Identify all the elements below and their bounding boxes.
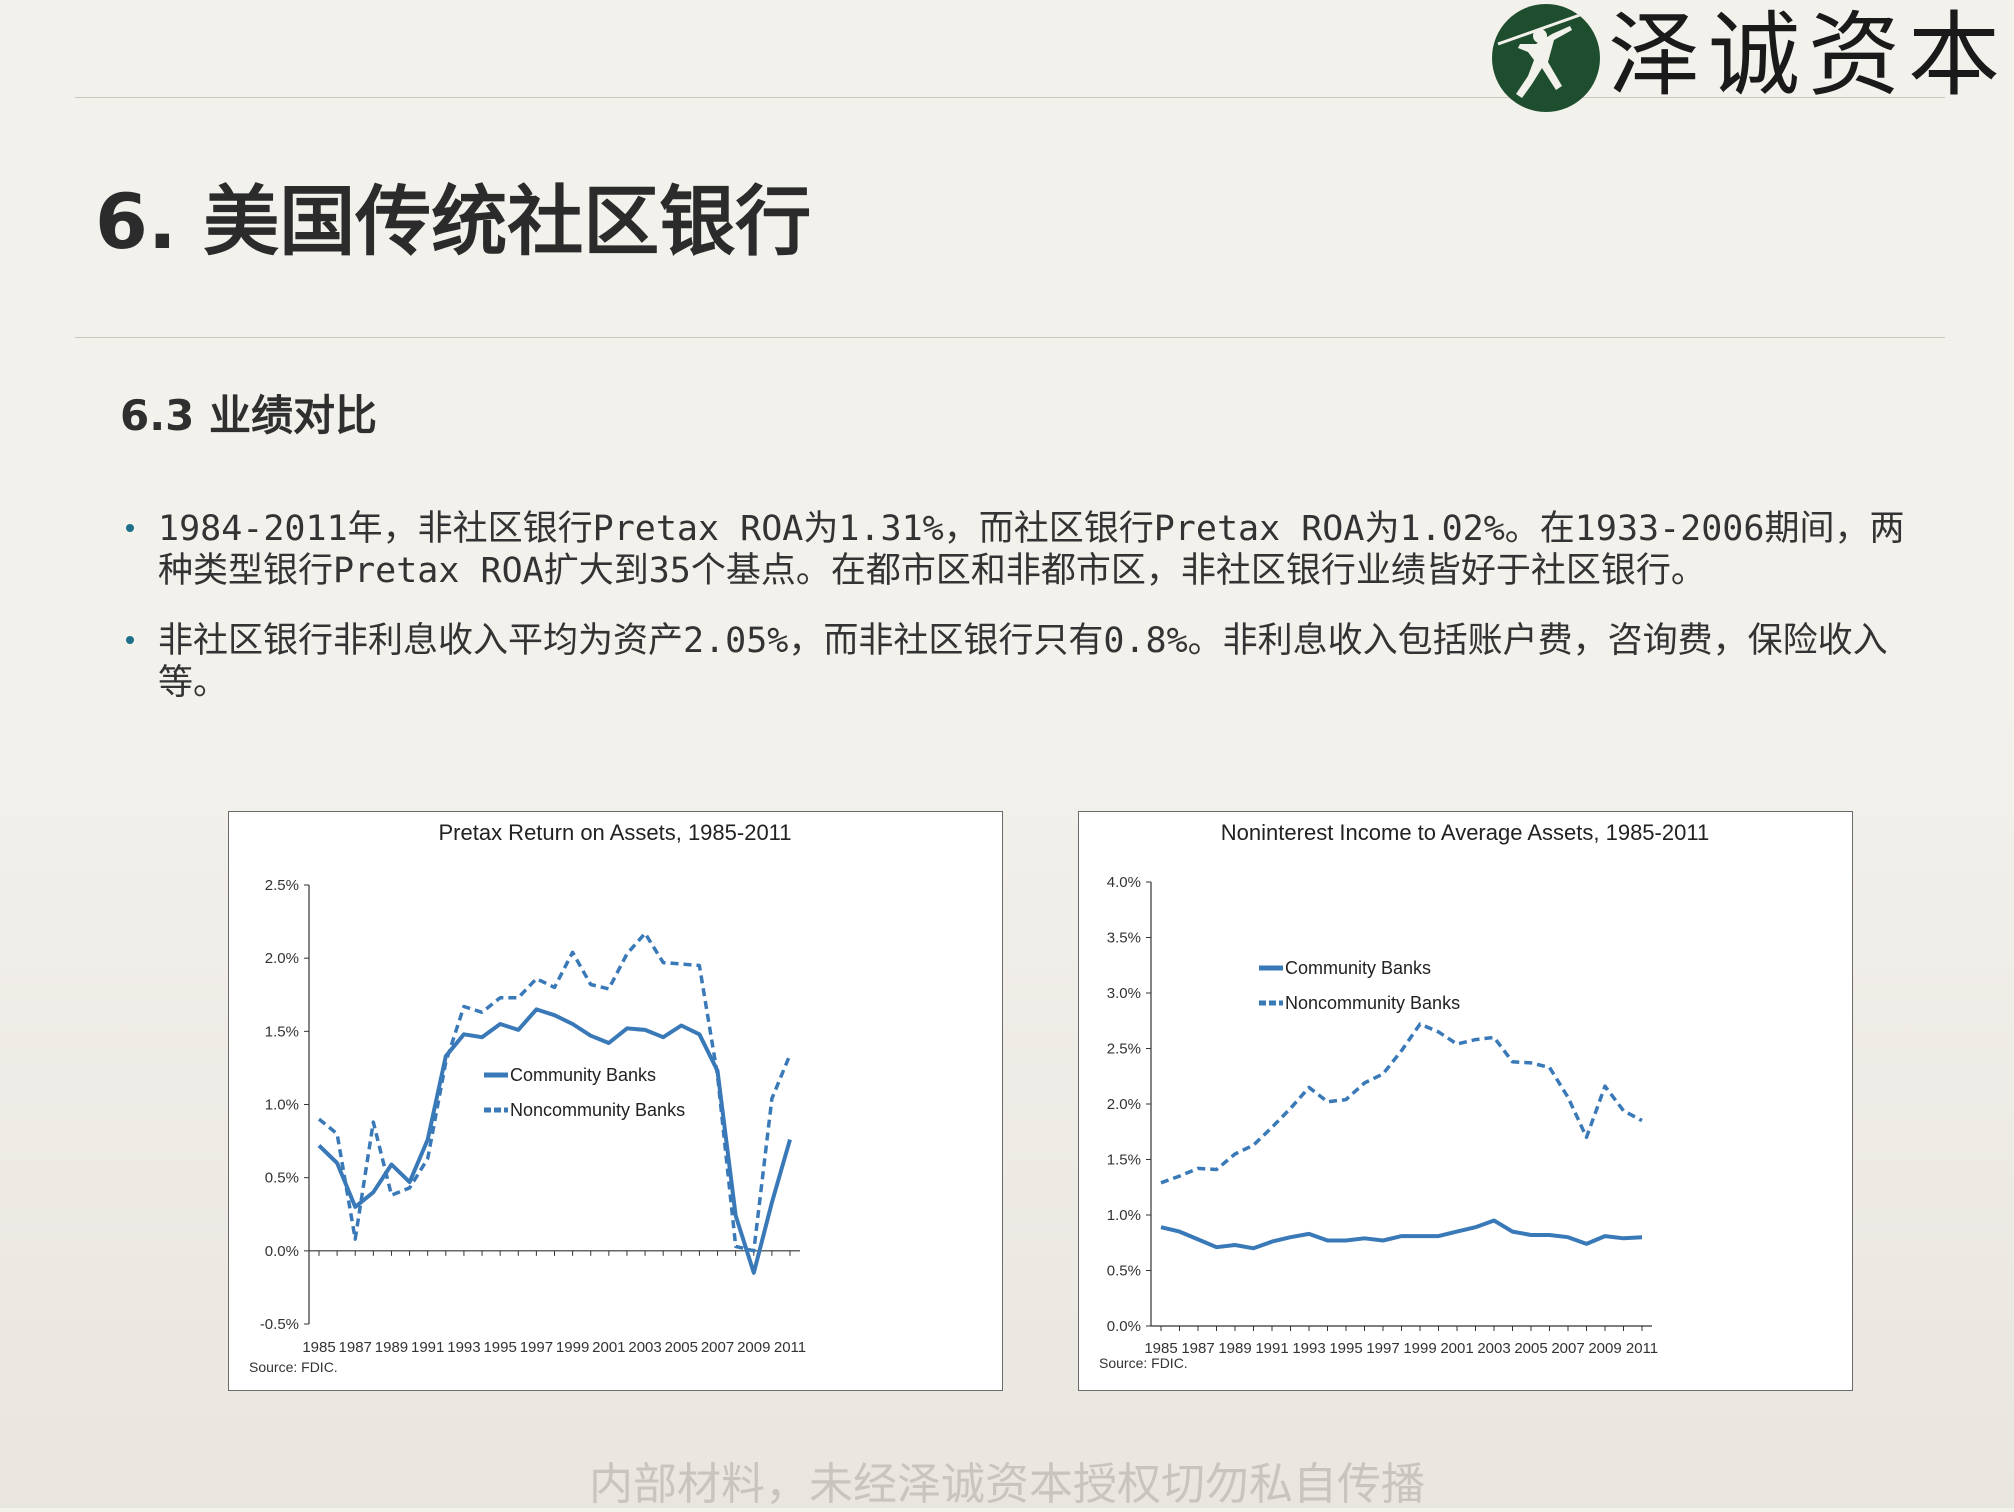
y-tick-label: 0.0% (1107, 1318, 1141, 1335)
x-tick-label: 1995 (1329, 1340, 1362, 1357)
page-title: 6. 美国传统社区银行 (95, 177, 812, 266)
y-tick-label: 3.0% (1107, 985, 1141, 1002)
x-tick-label: 2007 (1551, 1340, 1584, 1357)
x-tick-label: 1993 (447, 1339, 480, 1356)
x-tick-label: 1999 (556, 1339, 589, 1356)
x-tick-label: 2011 (774, 1339, 806, 1356)
chart-source: Source: FDIC. (1099, 1355, 1188, 1371)
legend-label: Community Banks (510, 1065, 656, 1085)
x-tick-label: 1991 (1255, 1340, 1288, 1357)
y-tick-label: 1.5% (1107, 1152, 1141, 1169)
y-tick-label: 1.0% (265, 1097, 299, 1114)
bullet-text: 非社区银行非利息收入平均为资产2.05%，而非社区银行只有0.8%。非利息收入包… (158, 621, 1888, 703)
x-tick-label: 2001 (592, 1339, 625, 1356)
x-tick-label: 1997 (1366, 1340, 1399, 1357)
logo-text: 泽诚资本 (1608, 2, 2009, 109)
bullet-dot-icon (126, 524, 134, 532)
fencer-icon (1492, 4, 1600, 112)
chart-noninterest-income-svg: Noninterest Income to Average Assets, 19… (1099, 820, 1709, 1371)
bullet-item: 1984-2011年，非社区银行Pretax ROA为1.31%，而社区银行Pr… (120, 508, 1920, 592)
x-tick-label: 2009 (1588, 1340, 1621, 1357)
chart-title: Pretax Return on Assets, 1985-2011 (438, 820, 791, 845)
legend-label: Noncommunity Banks (1285, 993, 1460, 1013)
x-tick-label: 2003 (1477, 1340, 1510, 1357)
bullet-text: 1984-2011年，非社区银行Pretax ROA为1.31%，而社区银行Pr… (158, 509, 1905, 591)
y-tick-label: 0.0% (265, 1243, 299, 1260)
x-tick-label: 2001 (1440, 1340, 1473, 1357)
x-tick-label: 2007 (701, 1339, 734, 1356)
chart-pretax-roa: Pretax Return on Assets, 1985-2011 2.5% 2.… (228, 811, 1003, 1391)
series-line-community (317, 1007, 792, 1275)
x-tick-label: 1987 (339, 1339, 372, 1356)
series-line-noncommunity (1160, 1022, 1643, 1185)
y-tick-label: 2.5% (1107, 1041, 1141, 1058)
y-tick-label: 2.5% (265, 877, 299, 894)
x-tick-label: 2005 (1514, 1340, 1547, 1357)
x-tick-label: 2005 (665, 1339, 698, 1356)
y-tick-label: 0.5% (1107, 1263, 1141, 1280)
company-logo: 泽诚资本 (1490, 2, 2000, 114)
x-tick-label: 2009 (737, 1339, 770, 1356)
section-title: 6.3 业绩对比 (120, 391, 378, 440)
y-tick-label: 2.0% (1107, 1096, 1141, 1113)
y-tick-label: 1.0% (1107, 1207, 1141, 1224)
x-tick-label: 1995 (483, 1339, 516, 1356)
x-tick-label: 2003 (628, 1339, 661, 1356)
y-tick-label: 3.5% (1107, 930, 1141, 947)
x-tick-label: 1997 (520, 1339, 553, 1356)
x-tick-label: 1985 (302, 1339, 335, 1356)
x-tick-label: 1989 (1218, 1340, 1251, 1357)
top-divider (75, 97, 1945, 98)
y-tick-label: 0.5% (265, 1170, 299, 1187)
x-tick-label: 2011 (1626, 1340, 1658, 1357)
legend-label: Noncommunity Banks (510, 1100, 685, 1120)
series-line-noncommunity (317, 931, 792, 1253)
x-tick-label: 1989 (375, 1339, 408, 1356)
bullet-list: 1984-2011年，非社区银行Pretax ROA为1.31%，而社区银行Pr… (120, 508, 1920, 732)
title-divider (75, 337, 1945, 338)
chart-source: Source: FDIC. (249, 1359, 338, 1375)
x-tick-label: 1993 (1292, 1340, 1325, 1357)
bullet-dot-icon (126, 636, 134, 644)
y-tick-label: 2.0% (265, 950, 299, 967)
y-tick-label: 4.0% (1107, 874, 1141, 891)
legend-label: Community Banks (1285, 958, 1431, 978)
bullet-item: 非社区银行非利息收入平均为资产2.05%，而非社区银行只有0.8%。非利息收入包… (120, 620, 1920, 704)
y-tick-label: 1.5% (265, 1023, 299, 1040)
confidential-note: 内部材料，未经泽诚资本授权切勿私自传播 (589, 1459, 1425, 1510)
x-tick-label: 1991 (411, 1339, 444, 1356)
x-tick-label: 1987 (1181, 1340, 1214, 1357)
x-tick-label: 1999 (1403, 1340, 1436, 1357)
chart-title: Noninterest Income to Average Assets, 19… (1221, 820, 1709, 845)
y-tick-label: -0.5% (260, 1316, 299, 1333)
x-tick-label: 1985 (1144, 1340, 1177, 1357)
chart-noninterest-income: Noninterest Income to Average Assets, 19… (1078, 811, 1853, 1391)
series-line-community (1160, 1218, 1643, 1251)
chart-pretax-roa-svg: Pretax Return on Assets, 1985-2011 2.5% 2.… (249, 820, 806, 1375)
